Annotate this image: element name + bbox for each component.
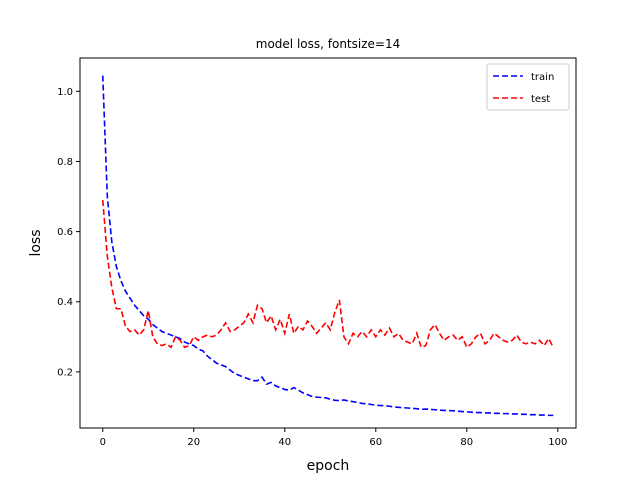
y-tick-label-0.4: 0.4: [57, 297, 73, 308]
x-tick-label-20: 20: [187, 437, 200, 448]
chart-title: model loss, fontsize=14: [256, 37, 400, 51]
legend-train-label: train: [531, 72, 554, 83]
plot-frame: [79, 57, 577, 429]
y-tick-label-0.2: 0.2: [57, 367, 73, 378]
x-tick-label-60: 60: [369, 437, 382, 448]
x-tick-label-0: 0: [100, 437, 106, 448]
x-tick-label-100: 100: [548, 437, 567, 448]
series-line-train: [101, 75, 554, 417]
y-tick-label-0.8: 0.8: [57, 157, 73, 168]
y-tick-label-1.0: 1.0: [57, 87, 73, 98]
series-line-test: [101, 199, 554, 349]
legend: train test: [486, 63, 570, 111]
y-axis: 0.2 0.4 0.6 0.8 1.0: [57, 87, 80, 378]
plot-area: 0 20 40 60 80 100 0.2 0.4 0.6 0.8 1.0: [57, 57, 577, 448]
x-tick-label-40: 40: [278, 437, 291, 448]
legend-frame: [486, 63, 570, 111]
y-axis-label: loss: [28, 229, 44, 256]
x-axis: 0 20 40 60 80 100: [100, 428, 567, 448]
y-tick-label-0.6: 0.6: [57, 227, 73, 238]
series-layer: [101, 75, 554, 417]
x-axis-label: epoch: [307, 458, 350, 474]
legend-test-label: test: [531, 94, 550, 105]
x-tick-label-80: 80: [460, 437, 473, 448]
